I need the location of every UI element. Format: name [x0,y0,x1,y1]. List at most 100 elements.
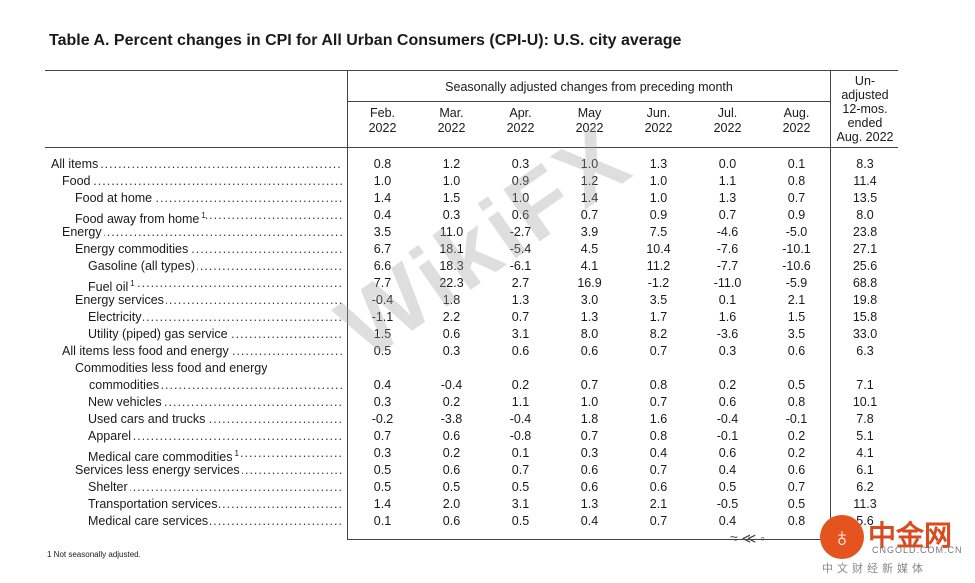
value-cell: 0.8 [649,429,668,443]
row-label: Used cars and trucks [88,412,208,426]
value-cell: 2.2 [442,310,461,324]
value-cell: -7.7 [716,259,739,273]
value-cell: 8.2 [649,327,668,341]
row-label: Services less energy services [75,463,242,477]
row-label-cell: Food at home............................… [75,190,342,207]
table-row: All items less food and energy..........… [0,343,975,360]
table-row: Energy..................................… [0,224,975,241]
row-label: Apparel [88,429,134,443]
column-header: Apr. 2022 [486,106,555,136]
column-header-year: 2022 [368,121,397,135]
value-cell: 68.8 [852,276,878,290]
logo-chinese: 中金网 [868,520,953,551]
row-label: Commodities less food and energy [75,361,268,375]
value-cell: 0.7 [649,463,668,477]
value-cell: 1.0 [649,191,668,205]
row-label-cell: Services less energy services...........… [75,462,342,479]
unadjusted-header-line: 12-mos. [842,102,888,116]
value-cell: 0.7 [649,514,668,528]
value-cell: 0.7 [580,378,599,392]
value-cell: 0.6 [511,208,530,222]
value-cell: 1.3 [649,157,668,171]
table-row: Food....................................… [0,173,975,190]
column-header-month: Jul. [717,106,738,120]
row-label: Transportation services [88,497,220,511]
table-row: Medical care services...................… [0,513,975,530]
value-cell: 1.2 [442,157,461,171]
value-cell: 0.7 [580,208,599,222]
leader-dots: ........................................… [51,157,342,171]
unadjusted-header-line: ended [847,116,883,130]
value-cell: 3.5 [649,293,668,307]
column-header-year: 2022 [506,121,535,135]
row-label: Food [62,174,93,188]
value-cell: 1.5 [373,327,392,341]
value-cell: 0.3 [373,395,392,409]
value-cell: 0.5 [718,480,737,494]
leader-dots: ........................................… [62,174,342,188]
row-label-cell: Gasoline (all types)....................… [88,258,342,275]
value-cell: 1.0 [442,174,461,188]
table-row: Energy commodities......................… [0,241,975,258]
value-cell: 0.8 [787,174,806,188]
value-cell: 1.3 [580,497,599,511]
row-label: Energy commodities [75,242,191,256]
row-label-cell: Medical care commodities1...............… [88,445,342,466]
value-cell: 2.7 [511,276,530,290]
row-label-cell: Food away from home 1....................… [75,207,342,228]
column-header: Jul. 2022 [693,106,762,136]
value-cell: 0.5 [787,497,806,511]
value-cell: 0.9 [649,208,668,222]
row-label: commodities [89,378,162,392]
value-cell: 0.3 [373,446,392,460]
row-label-cell: All items less food and energy..........… [62,343,342,360]
last-col-divider [830,70,831,540]
value-cell: 22.3 [439,276,464,290]
row-label-cell: All items...............................… [51,156,342,173]
value-cell: 25.6 [852,259,878,273]
column-header-year: 2022 [644,121,673,135]
value-cell: 0.3 [442,344,461,358]
value-cell: 1.8 [442,293,461,307]
value-cell: 1.4 [373,497,392,511]
value-cell: 0.4 [718,463,737,477]
value-cell: 10.1 [852,395,878,409]
value-cell: 0.8 [787,514,806,528]
header-bottom-rule [45,147,898,148]
value-cell: 7.8 [856,412,874,426]
row-label-cell: Energy commodities......................… [75,241,342,258]
row-label-cell: Fuel oil 1...............................… [88,275,342,296]
column-header: Feb. 2022 [348,106,417,136]
column-header-year: 2022 [782,121,811,135]
value-cell: 0.7 [649,344,668,358]
column-header-year: 2022 [575,121,604,135]
value-cell: 19.8 [852,293,878,307]
value-cell: 0.9 [787,208,806,222]
column-header: Mar. 2022 [417,106,486,136]
row-label: All items [51,157,101,171]
leader-dots: ........................................… [88,310,342,324]
value-cell: -0.1 [716,429,739,443]
cngold-logo: ♁ 中金网 CNGOLD.COM.CN 中文财经新媒体 [820,512,970,576]
stub-divider [347,70,348,540]
column-header-month: Feb. [369,106,395,120]
value-cell: 5.1 [856,429,874,443]
value-cell: 0.7 [511,310,530,324]
table-row: Food at home............................… [0,190,975,207]
table-bottom-rule [347,539,831,540]
table-row: Services less energy services...........… [0,462,975,479]
row-label-cell: Shelter.................................… [88,479,342,496]
value-cell: 0.6 [718,446,737,460]
value-cell: -2.7 [509,225,532,239]
value-cell: -10.1 [782,242,811,256]
value-cell: 0.5 [442,480,461,494]
value-cell: 0.5 [373,463,392,477]
value-cell: 3.1 [511,327,530,341]
row-label: Food away from home [75,212,202,227]
value-cell: 1.0 [373,174,392,188]
value-cell: -4.6 [716,225,739,239]
value-cell: 18.3 [439,259,464,273]
value-cell: 0.6 [580,463,599,477]
value-cell: -0.4 [440,378,463,392]
value-cell: -3.6 [716,327,739,341]
